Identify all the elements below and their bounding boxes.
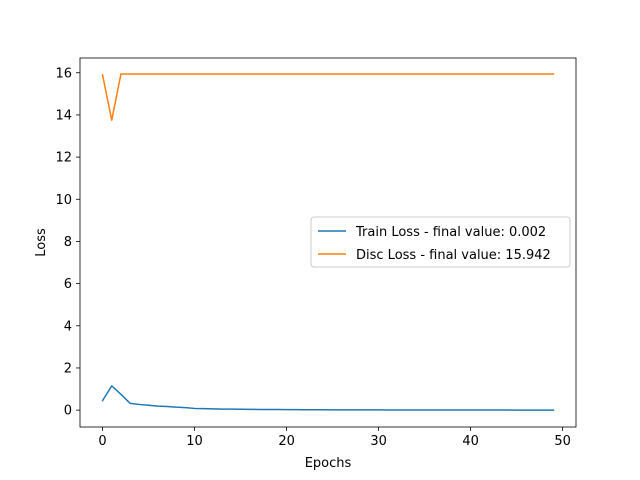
x-tick-label: 20 [278, 434, 295, 449]
y-tick-label: 4 [64, 319, 72, 334]
y-tick-label: 8 [64, 235, 72, 250]
y-tick-label: 12 [55, 151, 72, 166]
y-tick-label: 10 [55, 193, 72, 208]
series-line-2 [101, 73, 555, 121]
legend-label-2: Disc Loss - final value: 15.942 [356, 248, 551, 263]
x-tick-label: 50 [554, 434, 571, 449]
y-tick-label: 0 [64, 404, 72, 419]
x-axis-label: Epochs [305, 456, 352, 471]
x-axis-ticks: 0 10 20 30 40 50 [98, 427, 571, 449]
y-tick-label: 16 [55, 66, 72, 81]
y-axis-ticks: 0 2 4 6 8 10 12 14 16 [55, 66, 80, 419]
y-tick-label: 2 [64, 361, 72, 376]
x-tick-label: 40 [462, 434, 479, 449]
legend: Train Loss - final value: 0.002 Disc Loss… [310, 216, 571, 268]
plot-area [101, 73, 555, 411]
legend-box [310, 216, 571, 268]
x-tick-label: 0 [98, 434, 106, 449]
y-axis-label: Loss [34, 228, 49, 257]
series-line-1 [101, 385, 555, 411]
x-tick-label: 30 [370, 434, 387, 449]
axes-frame [79, 57, 577, 428]
legend-label-1: Train Loss - final value: 0.002 [355, 225, 546, 240]
x-tick-label: 10 [186, 434, 203, 449]
y-tick-label: 6 [64, 277, 72, 292]
y-tick-label: 14 [55, 108, 72, 123]
